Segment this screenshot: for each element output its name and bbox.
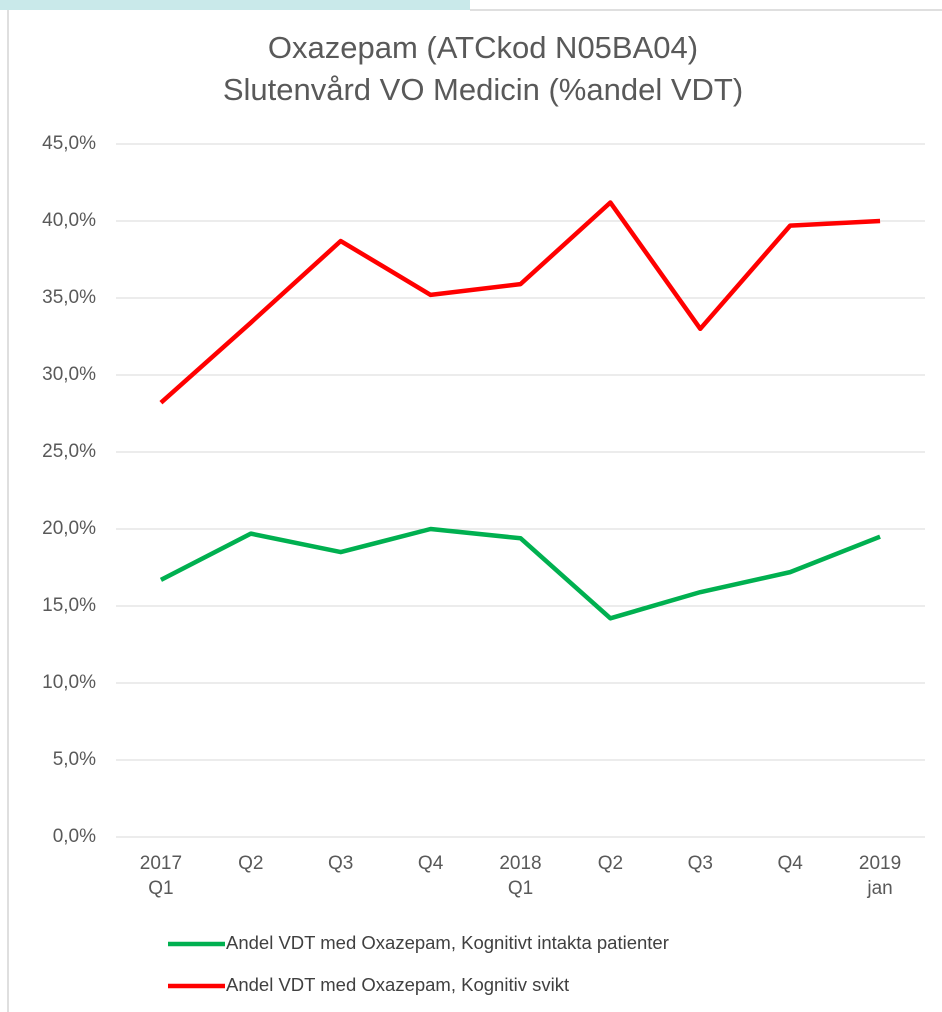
y-tick-label: 20,0% (42, 518, 96, 539)
y-tick-label: 30,0% (42, 364, 96, 385)
y-tick-label: 40,0% (42, 210, 96, 231)
y-tick-label: 45,0% (42, 133, 96, 154)
x-tick-label: Q1 (508, 878, 533, 899)
x-tick-label: Q3 (688, 853, 713, 874)
x-tick-label: 2019 (859, 853, 901, 874)
chart-title: Oxazepam (ATCkod N05BA04) (268, 30, 698, 65)
legend-label: Andel VDT med Oxazepam, Kognitiv svikt (226, 974, 569, 995)
x-tick-label: Q2 (238, 853, 263, 874)
y-tick-label: 25,0% (42, 441, 96, 462)
x-tick-label: Q1 (148, 878, 173, 899)
y-tick-label: 10,0% (42, 672, 96, 693)
x-tick-label: 2017 (140, 853, 182, 874)
y-tick-label: 15,0% (42, 595, 96, 616)
y-tick-label: 0,0% (53, 826, 96, 847)
y-tick-label: 35,0% (42, 287, 96, 308)
x-tick-label: Q3 (328, 853, 353, 874)
x-tick-label: Q4 (418, 853, 444, 874)
x-tick-label: Q4 (777, 853, 803, 874)
x-tick-label: jan (866, 878, 892, 899)
y-tick-label: 5,0% (53, 749, 96, 770)
legend-label: Andel VDT med Oxazepam, Kognitivt intakt… (226, 932, 669, 953)
x-tick-label: 2018 (499, 853, 541, 874)
line-series (159, 200, 881, 405)
line-series (159, 526, 881, 621)
header-strip (0, 0, 470, 10)
x-tick-label: Q2 (598, 853, 623, 874)
chart-title: Slutenvård VO Medicin (%andel VDT) (223, 72, 743, 107)
